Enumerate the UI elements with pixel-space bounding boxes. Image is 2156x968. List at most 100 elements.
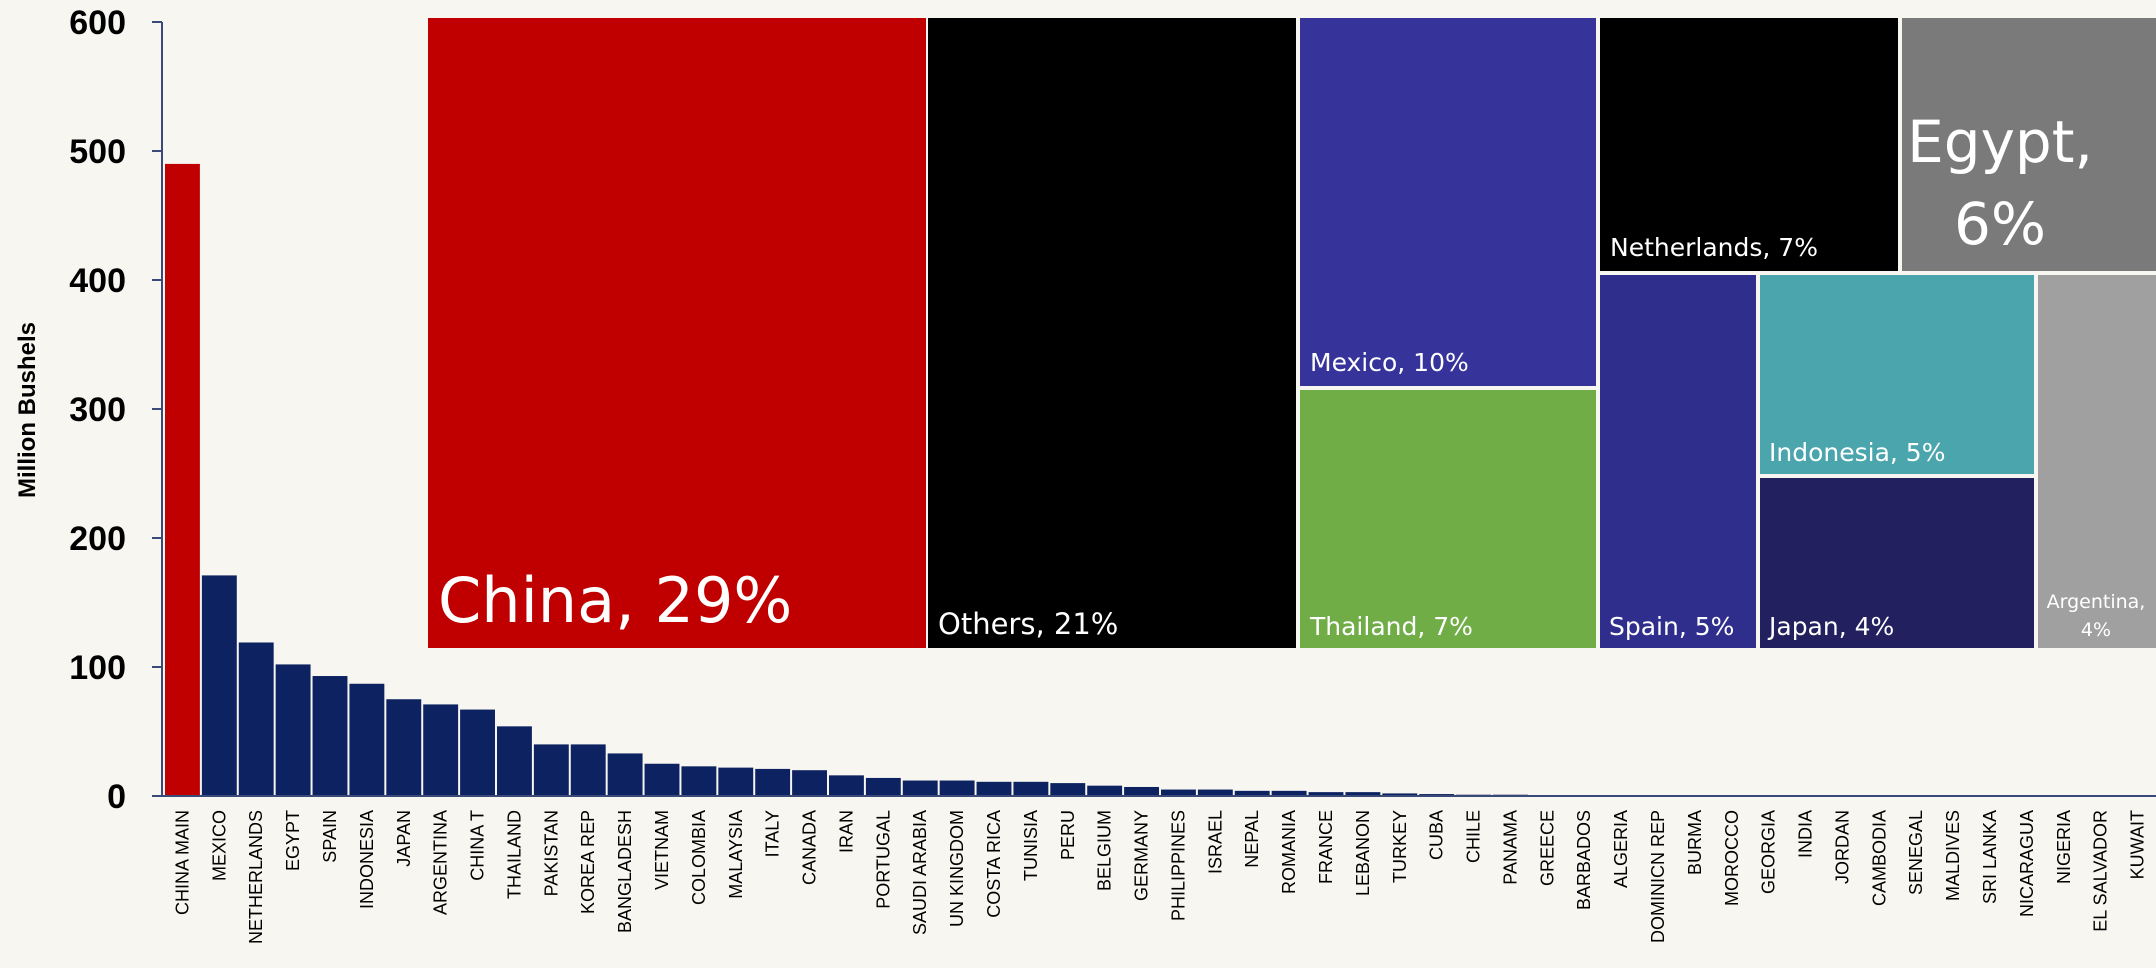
bar [939,780,975,796]
bar [386,699,422,796]
category-label: GREECE [1537,810,1557,886]
category-labels: CHINA MAIN MEXICO NETHERLANDS EGYPT SPAIN IND… [172,810,2147,944]
bar [1345,792,1381,796]
bar [681,766,717,796]
y-tick-label: 100 [69,649,126,687]
category-label: SRI LANKA [1980,810,2000,904]
category-label: BANGLADESH [615,810,635,933]
category-label: ITALY [763,810,783,857]
category-label: EGYPT [283,810,303,871]
bar [1161,789,1196,796]
y-tick-label: 600 [69,4,126,42]
bar [792,770,827,796]
y-tick-label: 0 [107,778,126,816]
treemap-label: China, 29% [438,564,792,637]
category-label: BURMA [1685,810,1705,875]
treemap-label: Spain, 5% [1609,612,1734,641]
bar [865,777,901,796]
bar [1050,783,1086,796]
category-label: UN KINGDOM [947,810,967,927]
category-label: NICARAGUA [2017,810,2037,917]
treemap-label: Egypt, [1907,108,2093,176]
category-label: KUWAIT [2128,810,2148,879]
treemap-tile-egypt [1902,18,2156,271]
treemap-label: 4% [2081,619,2111,641]
category-label: PHILIPPINES [1168,810,1188,921]
bar [1382,793,1418,796]
category-label: GERMANY [1132,810,1152,901]
category-label: COLOMBIA [689,810,709,905]
treemap-label: Netherlands, 7% [1610,233,1818,262]
category-label: GEORGIA [1759,810,1779,894]
category-label: CUBA [1427,810,1447,860]
bar [201,575,237,796]
category-label: NETHERLANDS [246,810,266,944]
category-label: INDONESIA [357,810,377,909]
bar [1197,789,1233,796]
treemap-tile-spain [1600,275,1756,648]
category-label: KOREA REP [578,810,598,914]
category-label: LEBANON [1353,810,1373,896]
treemap-inset: China, 29% Others, 21% Mexico, 10% Thailand… [428,18,2156,648]
bar [497,726,532,796]
category-label: CHINA MAIN [172,810,192,915]
category-label: TUNISIA [1021,810,1041,881]
category-label: ISRAEL [1205,810,1225,874]
bar [829,775,864,796]
bar [238,642,274,796]
bar [976,781,1012,796]
category-label: CAMBODIA [1869,810,1889,906]
category-label: THAILAND [504,810,524,899]
bar [312,676,348,796]
treemap-tile-mexico [1300,18,1596,386]
category-label: PAKISTAN [541,810,561,896]
bar [1087,785,1123,796]
category-label: EL SALVADOR [2091,810,2111,932]
treemap-tile-argentina [2038,275,2156,648]
bar [349,683,385,796]
category-label: PANAMA [1500,810,1520,885]
bar [1271,790,1307,796]
treemap-tile-others [928,18,1296,648]
category-label: MALDIVES [1943,810,1963,901]
bar [718,767,754,796]
category-label: CHILE [1464,810,1484,863]
bar [533,744,569,796]
treemap-label: Indonesia, 5% [1769,438,1945,467]
category-label: SPAIN [320,810,340,863]
category-label: JAPAN [394,810,414,867]
category-label: DOMINICN REP [1648,810,1668,943]
category-label: BARBADOS [1574,810,1594,910]
category-label: TURKEY [1390,810,1410,883]
treemap-tile-japan [1760,478,2034,648]
treemap-label: Argentina, [2047,591,2146,613]
category-label: BELGIUM [1095,810,1115,891]
category-label: ALGERIA [1611,810,1631,888]
treemap-tile-thailand [1300,390,1596,648]
treemap-label: Others, 21% [938,607,1118,641]
bar [460,709,495,796]
bar [1013,781,1049,796]
bar [902,780,938,796]
category-label: CHINA T [468,810,488,881]
category-label: NIGERIA [2054,810,2074,884]
treemap-label: 6% [1954,190,2046,258]
category-label: SAUDI ARABIA [910,810,930,935]
treemap-label: Thailand, 7% [1309,612,1473,641]
y-tick-label: 400 [69,262,126,300]
category-label: FRANCE [1316,810,1336,884]
y-tick-label: 500 [69,133,126,171]
category-label: CANADA [800,810,820,885]
treemap-label: Mexico, 10% [1310,348,1469,377]
category-label: MOROCCO [1722,810,1742,906]
category-label: ROMANIA [1279,810,1299,894]
category-label: MALAYSIA [726,810,746,899]
bar [570,744,606,796]
bar [644,763,680,796]
bar [165,163,200,796]
bar [755,768,791,796]
y-tick-label: 300 [69,391,126,429]
bar-chart: Million Bushels 0 100 200 300 400 500 600 CHIN… [14,4,2156,944]
category-label: NEPAL [1242,810,1262,868]
treemap-tile-indonesia [1760,275,2034,474]
